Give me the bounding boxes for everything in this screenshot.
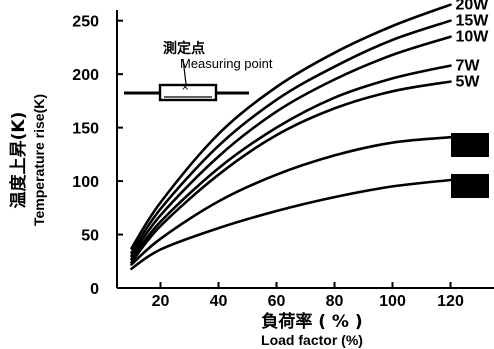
y-tick-label: 50 <box>81 228 99 245</box>
measuring-mark-icon: × <box>181 82 189 93</box>
x-tick-label: 40 <box>210 293 228 310</box>
series-label-10w: 10W <box>456 29 490 46</box>
series-curve-20w <box>130 3 452 250</box>
y-tick-label: 100 <box>72 174 99 191</box>
y-tick-group: 0 50 100 150 200 250 <box>72 14 123 298</box>
redaction-boxes <box>451 133 489 198</box>
axes <box>116 10 494 289</box>
x-axis-title-jp: 負荷率 ( % ) <box>261 311 362 332</box>
axis-titles: 負荷率 ( % ) Load factor (%) 温度上昇(K) Temper… <box>8 94 363 348</box>
y-tick-label: 200 <box>72 67 99 84</box>
x-tick-label: 100 <box>379 293 406 310</box>
series-label-20w: 20W <box>456 0 490 14</box>
series-curve-15w <box>130 19 452 254</box>
x-axis-title-en: Load factor (%) <box>261 332 363 348</box>
redaction-box-upper <box>451 133 489 157</box>
x-tick-label: 20 <box>152 293 170 310</box>
redaction-box-lower <box>451 174 489 198</box>
x-tick-label: 120 <box>437 293 464 310</box>
measuring-point-inset: 測定点 Measuring point × <box>124 40 273 102</box>
series-curve-5w <box>130 80 452 264</box>
series-curve-10w <box>130 35 452 258</box>
x-tick-label: 60 <box>268 293 286 310</box>
series-curve-unlabeled-5 <box>130 135 452 266</box>
y-tick-label: 0 <box>90 281 99 298</box>
series-curves <box>130 3 452 271</box>
series-curve-unlabeled-6 <box>130 178 452 271</box>
y-axis-title-en: Temperature rise(K) <box>31 94 47 226</box>
y-tick-label: 250 <box>72 14 99 31</box>
series-curve-7w <box>130 64 452 261</box>
y-axis-title-jp: 温度上昇(K) <box>8 112 29 209</box>
resistor-body <box>158 83 218 102</box>
series-label-15w: 15W <box>456 13 490 30</box>
inset-label-en: Measuring point <box>180 56 273 71</box>
y-tick-label: 150 <box>72 121 99 138</box>
series-label-5w: 5W <box>456 74 481 91</box>
inset-label-jp: 測定点 <box>163 40 205 57</box>
series-label-7w: 7W <box>456 58 481 75</box>
x-tick-group: 20 40 60 80 100 120 <box>152 282 464 310</box>
inset-leader-line <box>182 58 187 85</box>
x-tick-label: 80 <box>326 293 344 310</box>
